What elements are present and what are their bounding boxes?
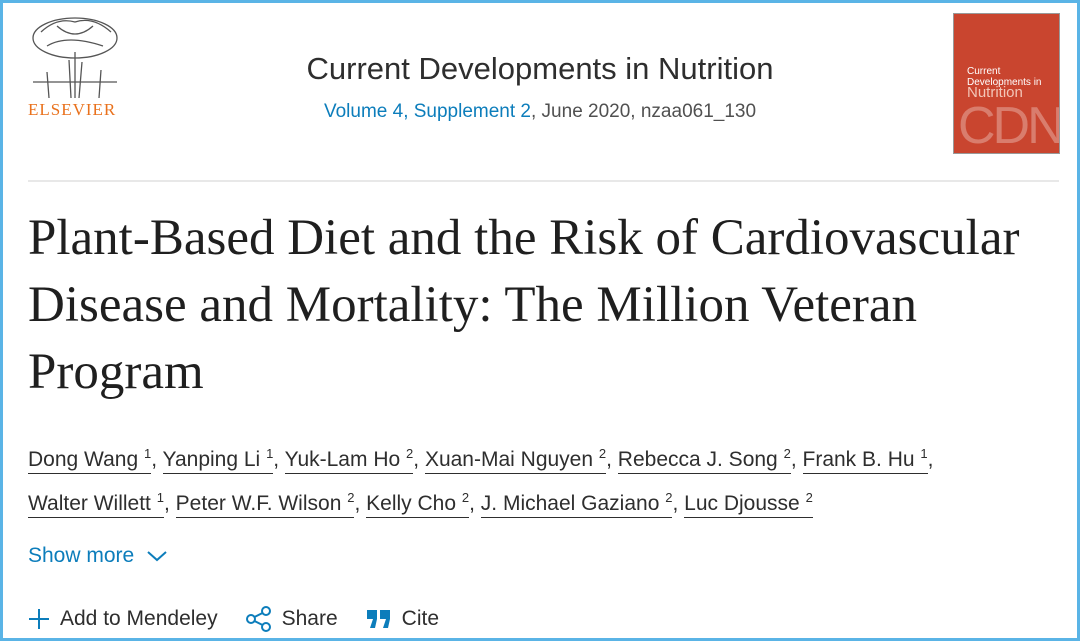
issue-line: Volume 4, Supplement 2, June 2020, nzaa0… (3, 101, 1077, 123)
author: J. Michael Gaziano 2, (480, 490, 679, 518)
separator: , (790, 448, 797, 471)
separator: , (163, 492, 170, 515)
affiliation-mark: 1 (266, 446, 274, 461)
affiliation-mark: 2 (805, 490, 813, 505)
author: Xuan-Mai Nguyen 2, (424, 446, 612, 474)
author-link[interactable]: Peter W.F. Wilson 2 (175, 490, 355, 518)
author: Luc Djousse 2 (684, 490, 813, 518)
separator: , (354, 492, 361, 515)
author: Peter W.F. Wilson 2, (175, 490, 361, 518)
affiliation-mark: 2 (406, 446, 414, 461)
author-name: Yanping Li (162, 448, 261, 471)
separator: , (469, 492, 475, 515)
mendeley-button[interactable]: Add to Mendeley (28, 606, 218, 632)
separator: , (672, 492, 679, 515)
cover-mark: CDN (958, 97, 1060, 154)
share-button[interactable]: Share (245, 606, 338, 632)
author-link[interactable]: J. Michael Gaziano 2 (480, 490, 673, 518)
show-more-label: Show more (28, 544, 135, 567)
author-name: Kelly Cho (366, 492, 457, 515)
action-bar: Add to Mendeley Share Cite (28, 606, 439, 632)
affiliation-mark: 1 (156, 490, 164, 505)
separator: , (927, 448, 934, 471)
separator: , (606, 448, 612, 471)
author-link[interactable]: Xuan-Mai Nguyen 2 (424, 446, 607, 474)
author-link[interactable]: Kelly Cho 2 (366, 490, 470, 518)
author-name: Walter Willett (28, 492, 151, 515)
affiliation-mark: 2 (347, 490, 355, 505)
author-name: J. Michael Gaziano (480, 492, 660, 515)
action-label: Cite (401, 607, 440, 630)
author-link[interactable]: Luc Djousse 2 (684, 490, 813, 518)
author: Dong Wang 1, (28, 446, 158, 474)
publisher-logo (32, 17, 118, 99)
quote-icon (366, 610, 390, 628)
separator: , (273, 448, 280, 471)
author-link[interactable]: Rebecca J. Song 2 (617, 446, 791, 474)
author-name: Peter W.F. Wilson (175, 492, 342, 515)
action-label: Add to Mendeley (60, 607, 218, 630)
plus-icon (29, 609, 49, 629)
separator: , (151, 448, 158, 471)
author-name: Dong Wang (28, 448, 139, 471)
author: Frank B. Hu 1, (802, 446, 934, 474)
journal-cover[interactable]: Current Developments in Nutrition CDN (953, 13, 1060, 154)
cover-text: Current (967, 66, 1001, 77)
author-name: Luc Djousse (684, 492, 800, 515)
author: Rebecca J. Song 2, (617, 446, 797, 474)
author: Kelly Cho 2, (366, 490, 475, 518)
journal-title[interactable]: Current Developments in Nutrition (306, 51, 774, 86)
affiliation-mark: 2 (598, 446, 607, 461)
author-name: Xuan-Mai Nguyen (424, 448, 594, 471)
author-name: Frank B. Hu (802, 448, 915, 471)
cover-text: Developments in (967, 77, 1042, 88)
author-name: Rebecca J. Song (617, 448, 778, 471)
share-icon (245, 606, 271, 632)
cover-text: Nutrition (967, 84, 1023, 101)
affiliation-mark: 2 (461, 490, 470, 505)
author-link[interactable]: Dong Wang 1 (28, 446, 152, 474)
article-title: Plant-Based Diet and the Risk of Cardiov… (28, 210, 1020, 400)
cite-button[interactable]: Cite (366, 606, 439, 632)
author: Yuk-Lam Ho 2, (284, 446, 420, 474)
author-link[interactable]: Walter Willett 1 (28, 490, 164, 518)
separator: , (413, 448, 420, 471)
author-link[interactable]: Yuk-Lam Ho 2 (284, 446, 414, 474)
author-link[interactable]: Frank B. Hu 1 (802, 446, 928, 474)
divider (28, 180, 1059, 182)
author-name: Yuk-Lam Ho (284, 448, 401, 471)
volume-link[interactable]: Volume 4, Supplement 2 (323, 101, 531, 122)
affiliation-mark: 1 (920, 446, 928, 461)
chevron-icon (147, 551, 167, 562)
affiliation-mark: 2 (665, 490, 673, 505)
affiliation-mark: 2 (783, 446, 791, 461)
action-label: Share (281, 607, 338, 630)
show-more[interactable]: Show more (28, 544, 168, 568)
author-link[interactable]: Yanping Li 1 (162, 446, 274, 474)
publisher-name: ELSEVIER (28, 100, 117, 119)
author-list: Dong Wang 1, Yanping Li 1, Yuk-Lam Ho 2,… (28, 435, 1058, 523)
author: Walter Willett 1, (28, 490, 170, 518)
issue-details: , June 2020, nzaa061_130 (531, 101, 757, 122)
affiliation-mark: 1 (143, 446, 152, 461)
author: Yanping Li 1, (162, 446, 280, 474)
